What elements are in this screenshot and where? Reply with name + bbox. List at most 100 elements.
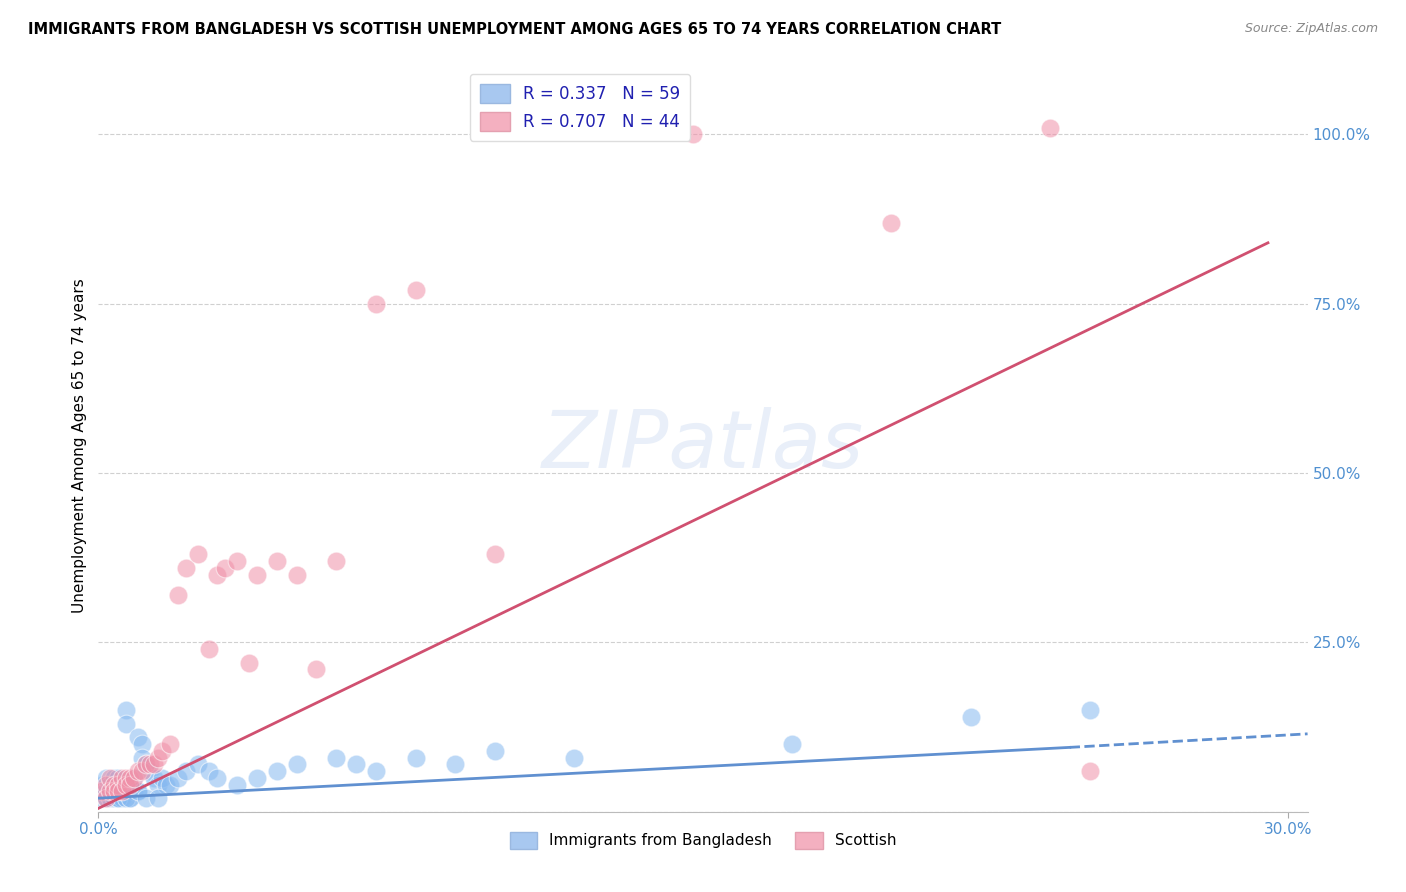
Point <box>142 757 165 772</box>
Point <box>115 778 138 792</box>
Point <box>131 737 153 751</box>
Point <box>135 757 157 772</box>
Point <box>484 744 506 758</box>
Point <box>682 128 704 142</box>
Point <box>91 791 114 805</box>
Point <box>285 567 308 582</box>
Point <box>880 215 903 229</box>
Point <box>285 757 308 772</box>
Point <box>107 784 129 798</box>
Point <box>364 764 387 778</box>
Point <box>159 778 181 792</box>
Point <box>96 791 118 805</box>
Point <box>122 771 145 785</box>
Point <box>91 784 114 798</box>
Point <box>305 663 328 677</box>
Point <box>325 750 347 764</box>
Point <box>107 771 129 785</box>
Point <box>96 778 118 792</box>
Point <box>96 791 118 805</box>
Point <box>207 567 229 582</box>
Point <box>246 567 269 582</box>
Point <box>364 297 387 311</box>
Point <box>1078 764 1101 778</box>
Point <box>1039 120 1062 135</box>
Point <box>127 784 149 798</box>
Y-axis label: Unemployment Among Ages 65 to 74 years: Unemployment Among Ages 65 to 74 years <box>72 278 87 614</box>
Point <box>405 283 427 297</box>
Point <box>111 791 134 805</box>
Point <box>139 764 162 778</box>
Point <box>186 547 208 561</box>
Point <box>135 791 157 805</box>
Point <box>226 778 249 792</box>
Point <box>91 778 114 792</box>
Point <box>131 750 153 764</box>
Text: Source: ZipAtlas.com: Source: ZipAtlas.com <box>1244 22 1378 36</box>
Point <box>111 784 134 798</box>
Point <box>111 784 134 798</box>
Point <box>562 750 585 764</box>
Point <box>107 791 129 805</box>
Point <box>959 710 981 724</box>
Point <box>127 730 149 744</box>
Point <box>226 554 249 568</box>
Point <box>238 656 260 670</box>
Point <box>131 764 153 778</box>
Point <box>139 757 162 772</box>
Point <box>166 771 188 785</box>
Point <box>122 784 145 798</box>
Point <box>103 771 125 785</box>
Point <box>115 703 138 717</box>
Point <box>146 750 169 764</box>
Point <box>214 561 236 575</box>
Point <box>150 744 173 758</box>
Point <box>207 771 229 785</box>
Point <box>98 771 121 785</box>
Point <box>98 784 121 798</box>
Point <box>96 771 118 785</box>
Legend: Immigrants from Bangladesh, Scottish: Immigrants from Bangladesh, Scottish <box>503 825 903 855</box>
Point <box>142 771 165 785</box>
Point <box>115 771 138 785</box>
Point <box>120 791 142 805</box>
Point <box>155 778 177 792</box>
Point <box>174 764 197 778</box>
Point <box>103 791 125 805</box>
Point <box>150 771 173 785</box>
Point <box>96 784 118 798</box>
Point <box>325 554 347 568</box>
Point <box>166 588 188 602</box>
Point <box>246 771 269 785</box>
Point <box>98 784 121 798</box>
Point <box>120 791 142 805</box>
Point <box>780 737 803 751</box>
Point <box>444 757 467 772</box>
Point <box>198 642 221 657</box>
Point <box>111 771 134 785</box>
Text: ZIPatlas: ZIPatlas <box>541 407 865 485</box>
Point <box>266 554 288 568</box>
Point <box>174 561 197 575</box>
Point <box>127 764 149 778</box>
Point <box>186 757 208 772</box>
Point <box>146 791 169 805</box>
Point <box>198 764 221 778</box>
Point <box>122 771 145 785</box>
Point <box>98 791 121 805</box>
Point <box>120 778 142 792</box>
Point <box>103 778 125 792</box>
Point <box>127 784 149 798</box>
Point <box>120 771 142 785</box>
Point <box>103 778 125 792</box>
Point <box>107 778 129 792</box>
Point <box>159 737 181 751</box>
Point <box>146 778 169 792</box>
Point <box>120 778 142 792</box>
Point <box>115 791 138 805</box>
Point <box>111 778 134 792</box>
Point <box>484 547 506 561</box>
Point <box>1078 703 1101 717</box>
Point <box>135 757 157 772</box>
Point <box>107 784 129 798</box>
